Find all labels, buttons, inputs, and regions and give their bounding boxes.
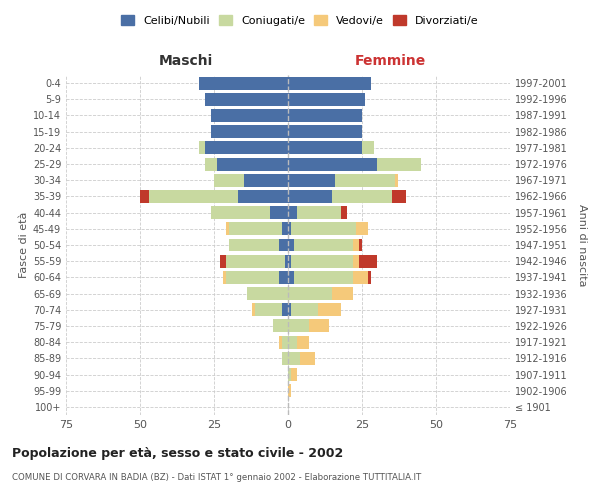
Bar: [288, 206, 297, 219]
Bar: [288, 125, 362, 138]
Bar: [244, 174, 288, 186]
Bar: [395, 174, 398, 186]
Bar: [279, 271, 288, 284]
Bar: [238, 190, 288, 203]
Bar: [297, 336, 309, 348]
Bar: [353, 238, 359, 252]
Bar: [288, 320, 309, 332]
Bar: [282, 336, 288, 348]
Bar: [300, 352, 314, 365]
Bar: [288, 238, 294, 252]
Legend: Celibi/Nubili, Coniugati/e, Vedovi/e, Divorziati/e: Celibi/Nubili, Coniugati/e, Vedovi/e, Di…: [117, 10, 483, 30]
Bar: [288, 174, 335, 186]
Bar: [226, 254, 285, 268]
Text: COMUNE DI CORVARA IN BADIA (BZ) - Dati ISTAT 1° gennaio 2002 - Elaborazione TUTT: COMUNE DI CORVARA IN BADIA (BZ) - Dati I…: [12, 472, 421, 482]
Bar: [229, 238, 279, 252]
Bar: [291, 304, 317, 316]
Bar: [205, 158, 217, 170]
Bar: [211, 206, 270, 219]
Bar: [149, 190, 238, 203]
Bar: [282, 304, 288, 316]
Bar: [359, 238, 362, 252]
Bar: [220, 254, 226, 268]
Y-axis label: Fasce di età: Fasce di età: [19, 212, 29, 278]
Bar: [353, 271, 368, 284]
Bar: [377, 158, 421, 170]
Bar: [282, 222, 288, 235]
Bar: [294, 271, 353, 284]
Bar: [297, 206, 341, 219]
Bar: [282, 352, 288, 365]
Bar: [253, 304, 256, 316]
Bar: [140, 190, 149, 203]
Bar: [288, 304, 291, 316]
Bar: [288, 287, 332, 300]
Bar: [279, 238, 288, 252]
Bar: [288, 190, 332, 203]
Bar: [223, 271, 226, 284]
Bar: [368, 271, 371, 284]
Bar: [270, 206, 288, 219]
Bar: [356, 222, 368, 235]
Bar: [392, 190, 406, 203]
Bar: [226, 271, 279, 284]
Bar: [341, 206, 347, 219]
Bar: [288, 158, 377, 170]
Bar: [288, 352, 300, 365]
Bar: [205, 142, 288, 154]
Bar: [288, 254, 291, 268]
Bar: [332, 287, 353, 300]
Bar: [199, 76, 288, 90]
Bar: [211, 109, 288, 122]
Bar: [288, 76, 371, 90]
Bar: [217, 158, 288, 170]
Bar: [294, 238, 353, 252]
Bar: [332, 190, 392, 203]
Bar: [362, 142, 374, 154]
Bar: [288, 93, 365, 106]
Bar: [205, 93, 288, 106]
Bar: [211, 125, 288, 138]
Bar: [288, 222, 291, 235]
Bar: [226, 222, 229, 235]
Bar: [291, 222, 356, 235]
Bar: [335, 174, 395, 186]
Bar: [288, 109, 362, 122]
Bar: [359, 254, 377, 268]
Bar: [309, 320, 329, 332]
Bar: [279, 336, 282, 348]
Bar: [256, 304, 282, 316]
Bar: [229, 222, 282, 235]
Bar: [288, 368, 291, 381]
Bar: [291, 254, 353, 268]
Y-axis label: Anni di nascita: Anni di nascita: [577, 204, 587, 286]
Bar: [285, 254, 288, 268]
Bar: [317, 304, 341, 316]
Text: Femmine: Femmine: [355, 54, 426, 68]
Bar: [288, 271, 294, 284]
Bar: [288, 142, 362, 154]
Bar: [353, 254, 359, 268]
Bar: [273, 320, 288, 332]
Text: Maschi: Maschi: [159, 54, 213, 68]
Bar: [199, 142, 205, 154]
Bar: [291, 368, 297, 381]
Bar: [214, 174, 244, 186]
Text: Popolazione per età, sesso e stato civile - 2002: Popolazione per età, sesso e stato civil…: [12, 448, 343, 460]
Bar: [288, 384, 291, 397]
Bar: [288, 336, 297, 348]
Bar: [247, 287, 288, 300]
